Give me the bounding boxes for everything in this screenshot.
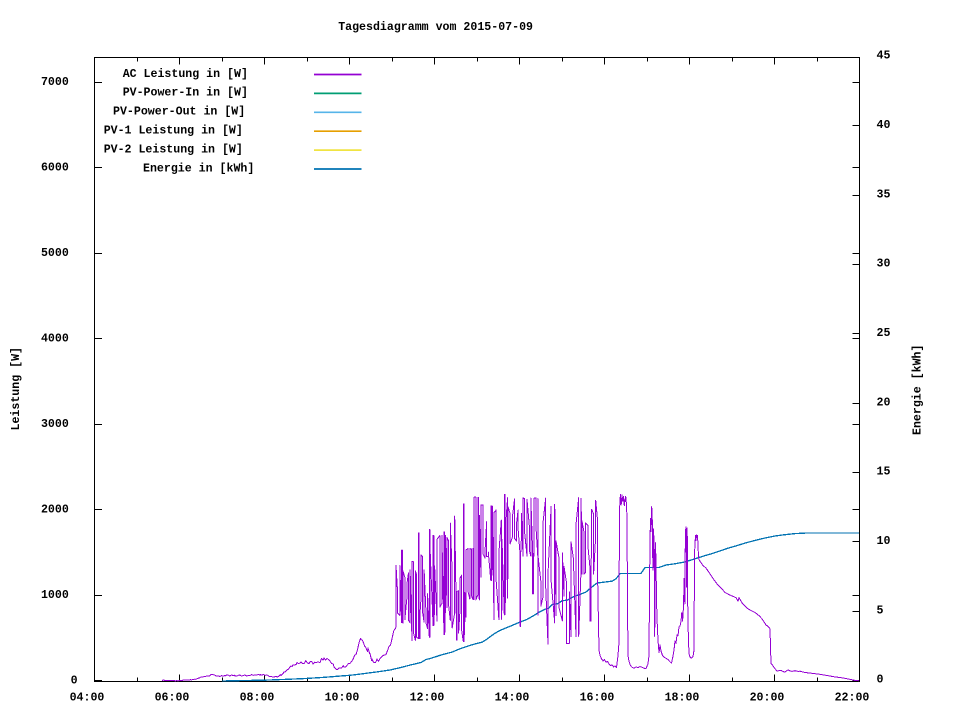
svg-text:6000: 6000 [41,161,69,174]
svg-text:30: 30 [877,258,891,271]
svg-text:08:00: 08:00 [240,692,275,705]
svg-text:06:00: 06:00 [155,692,190,705]
svg-text:10:00: 10:00 [325,692,360,705]
svg-text:35: 35 [877,188,891,201]
svg-text:2000: 2000 [41,503,69,516]
svg-text:14:00: 14:00 [495,692,530,705]
svg-text:3000: 3000 [41,418,69,431]
svg-text:10: 10 [877,535,891,548]
svg-text:1000: 1000 [41,589,69,602]
svg-text:0: 0 [71,674,78,687]
svg-text:4000: 4000 [41,332,69,345]
svg-text:Energie [kWh]: Energie [kWh] [912,345,925,435]
svg-text:7000: 7000 [41,76,69,89]
svg-text:PV-Power-Out in [W]: PV-Power-Out in [W] [113,106,245,119]
svg-text:0: 0 [877,674,884,687]
svg-text:16:00: 16:00 [580,692,615,705]
svg-text:12:00: 12:00 [410,692,445,705]
svg-text:AC Leistung in [W]: AC Leistung in [W] [123,68,248,81]
svg-text:Leistung [W]: Leistung [W] [10,347,23,431]
svg-text:25: 25 [877,327,891,340]
svg-text:45: 45 [877,50,891,63]
svg-text:5000: 5000 [41,247,69,260]
svg-text:04:00: 04:00 [70,692,105,705]
svg-text:22:00: 22:00 [835,692,870,705]
svg-text:PV-Power-In in [W]: PV-Power-In in [W] [123,87,248,100]
svg-text:15: 15 [877,466,891,479]
svg-text:20: 20 [877,396,891,409]
svg-text:40: 40 [877,119,891,132]
svg-text:5: 5 [877,604,884,617]
svg-text:PV-1 Leistung in [W]: PV-1 Leistung in [W] [104,125,243,138]
svg-text:20:00: 20:00 [750,692,785,705]
svg-text:Tagesdiagramm vom 2015-07-09: Tagesdiagramm vom 2015-07-09 [338,21,533,34]
svg-text:Energie in [kWh]: Energie in [kWh] [143,162,254,175]
svg-text:PV-2 Leistung in [W]: PV-2 Leistung in [W] [104,143,243,156]
svg-text:18:00: 18:00 [665,692,700,705]
